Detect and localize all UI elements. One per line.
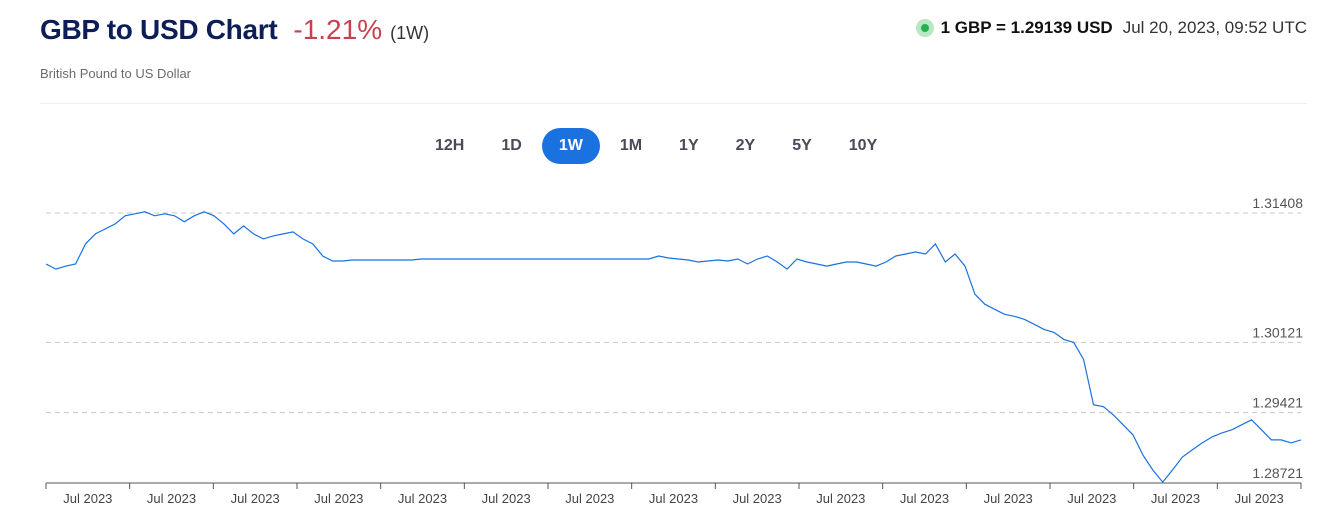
series-line bbox=[45, 211, 1302, 484]
x-tick-label: Jul 2023 bbox=[1235, 491, 1284, 506]
header-divider bbox=[40, 103, 1307, 104]
x-tick-label: Jul 2023 bbox=[984, 491, 1033, 506]
percent-change: -1.21% bbox=[293, 14, 383, 45]
x-tick-label: Jul 2023 bbox=[565, 491, 614, 506]
x-tick-label: Jul 2023 bbox=[398, 491, 447, 506]
x-tick-label: Jul 2023 bbox=[314, 491, 363, 506]
x-tick-label: Jul 2023 bbox=[733, 491, 782, 506]
period-1d-button[interactable]: 1D bbox=[484, 128, 538, 164]
x-tick-label: Jul 2023 bbox=[1067, 491, 1116, 506]
page-subtitle: British Pound to US Dollar bbox=[40, 66, 192, 81]
x-tick-label: Jul 2023 bbox=[649, 491, 698, 506]
live-status-icon bbox=[915, 19, 934, 37]
change-period: (1W) bbox=[390, 23, 430, 43]
chart-header: GBP to USD Chart -1.21% (1W) British Pou… bbox=[40, 12, 1307, 92]
period-2y-button[interactable]: 2Y bbox=[719, 128, 773, 164]
x-tick-label: Jul 2023 bbox=[147, 491, 196, 506]
y-tick-label: 1.29421 bbox=[1252, 395, 1303, 411]
y-tick-label: 1.30121 bbox=[1252, 324, 1303, 340]
x-tick-label: Jul 2023 bbox=[1151, 491, 1200, 506]
rate-value: 1 GBP = 1.29139 USD bbox=[940, 18, 1113, 37]
period-10y-button[interactable]: 10Y bbox=[832, 128, 894, 164]
y-tick-label: 1.31408 bbox=[1252, 195, 1303, 211]
x-axis-ticks: Jul 2023 Jul 2023 Jul 2023 Jul 2023 Jul 2023… bbox=[45, 483, 1302, 506]
period-1y-button[interactable]: 1Y bbox=[662, 128, 716, 164]
x-tick-label: Jul 2023 bbox=[816, 491, 865, 506]
page-title: GBP to USD Chart bbox=[40, 14, 278, 45]
rate-timestamp: Jul 20, 2023, 09:52 UTC bbox=[1122, 18, 1307, 37]
x-tick-label: Jul 2023 bbox=[482, 491, 531, 506]
x-tick-label: Jul 2023 bbox=[231, 491, 280, 506]
x-tick-label: Jul 2023 bbox=[900, 491, 949, 506]
title-row: GBP to USD Chart -1.21% (1W) bbox=[40, 14, 429, 46]
chart-grid bbox=[46, 212, 1301, 414]
period-selector: 12H 1D 1W 1M 1Y 2Y 5Y 10Y bbox=[418, 128, 897, 164]
live-rate: 1 GBP = 1.29139 USD Jul 20, 2023, 09:52 … bbox=[915, 18, 1307, 38]
x-tick-label: Jul 2023 bbox=[63, 491, 112, 506]
y-tick-label: 1.28721 bbox=[1252, 465, 1303, 481]
y-axis-labels: 1.31408 1.30121 1.29421 1.28721 bbox=[1252, 195, 1303, 481]
period-5y-button[interactable]: 5Y bbox=[775, 128, 829, 164]
period-1m-button[interactable]: 1M bbox=[603, 128, 659, 164]
period-12h-button[interactable]: 12H bbox=[418, 128, 481, 164]
period-1w-button[interactable]: 1W bbox=[541, 128, 600, 164]
